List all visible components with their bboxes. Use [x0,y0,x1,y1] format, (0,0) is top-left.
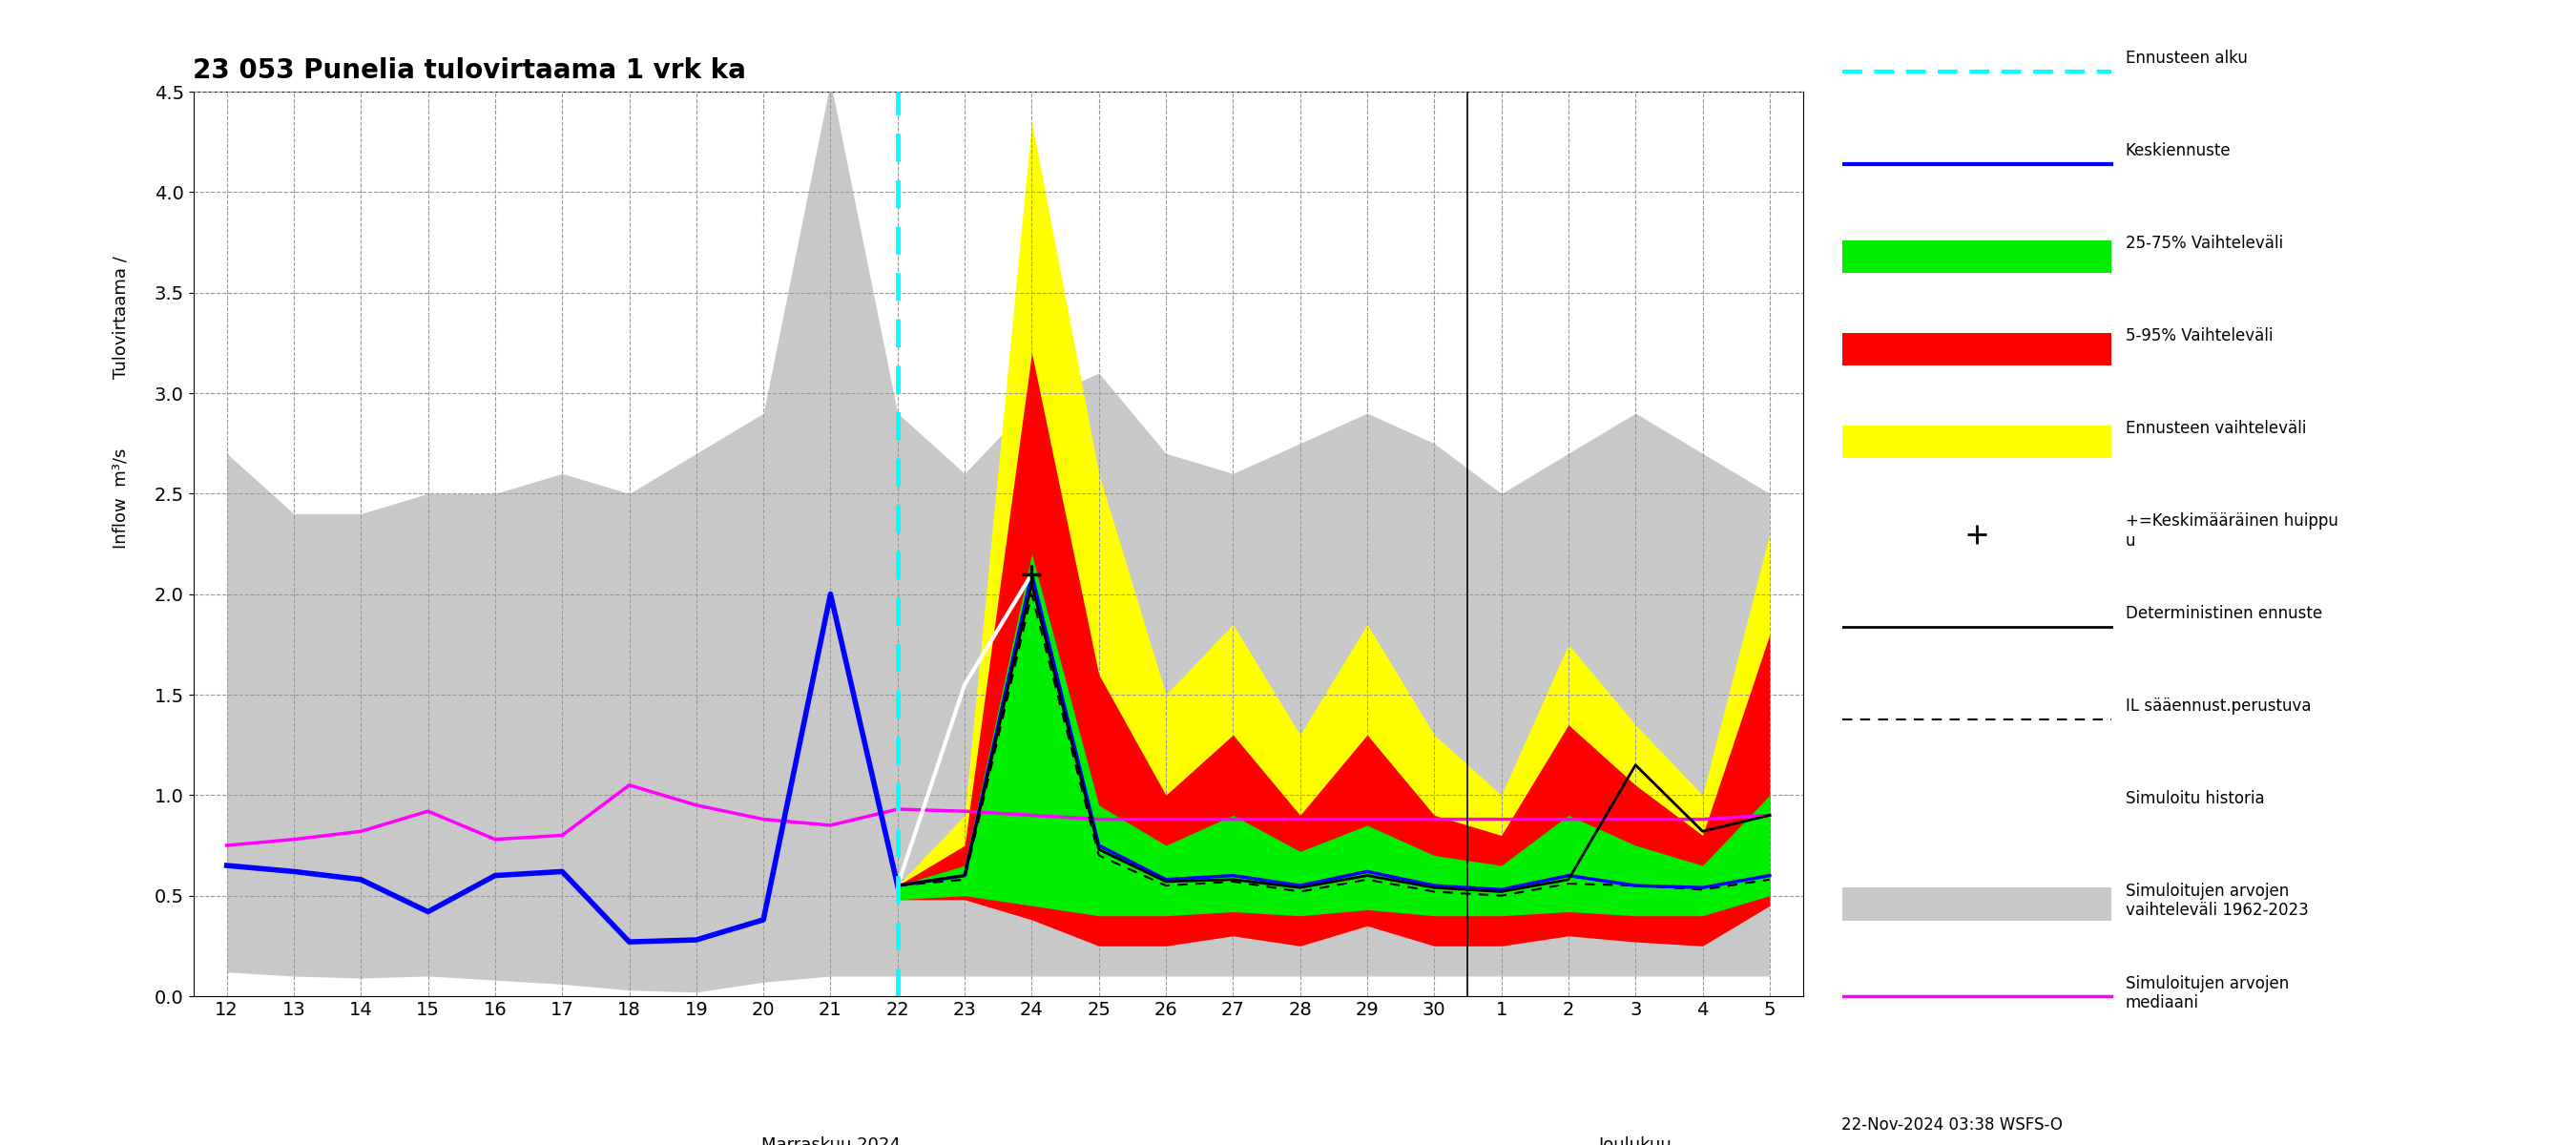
Text: Ennusteen alku: Ennusteen alku [2125,50,2246,68]
Text: Inflow  m³/s: Inflow m³/s [113,449,129,548]
Bar [1842,333,2112,365]
Text: Marraskuu 2024
November: Marraskuu 2024 November [760,1137,899,1145]
Text: Keskiennuste: Keskiennuste [2125,143,2231,160]
Text: Simuloitujen arvojen
mediaani: Simuloitujen arvojen mediaani [2125,974,2287,1012]
Text: 5-95% Vaihteleväli: 5-95% Vaihteleväli [2125,327,2272,345]
Text: Joulukuu
December: Joulukuu December [1592,1137,1680,1145]
Bar [1842,426,2112,458]
Text: Deterministinen ennuste: Deterministinen ennuste [2125,605,2321,622]
Bar [1842,240,2112,274]
Text: 25-75% Vaihteleväli: 25-75% Vaihteleväli [2125,235,2282,252]
Text: 22-Nov-2024 03:38 WSFS-O: 22-Nov-2024 03:38 WSFS-O [1842,1116,2063,1134]
Text: IL sääennust.perustuva: IL sääennust.perustuva [2125,697,2311,714]
Text: +=Keskimääräinen huippu
u: +=Keskimääräinen huippu u [2125,513,2339,550]
Bar [1842,887,2112,921]
Text: Tulovirtaama /: Tulovirtaama / [113,256,129,379]
Text: Simuloitujen arvojen
vaihteleväli 1962-2023: Simuloitujen arvojen vaihteleväli 1962-2… [2125,882,2308,919]
Text: Ennusteen vaihteleväli: Ennusteen vaihteleväli [2125,420,2306,437]
Text: 23 053 Punelia tulovirtaama 1 vrk ka: 23 053 Punelia tulovirtaama 1 vrk ka [193,57,747,84]
Text: Simuloitu historia: Simuloitu historia [2125,790,2264,807]
